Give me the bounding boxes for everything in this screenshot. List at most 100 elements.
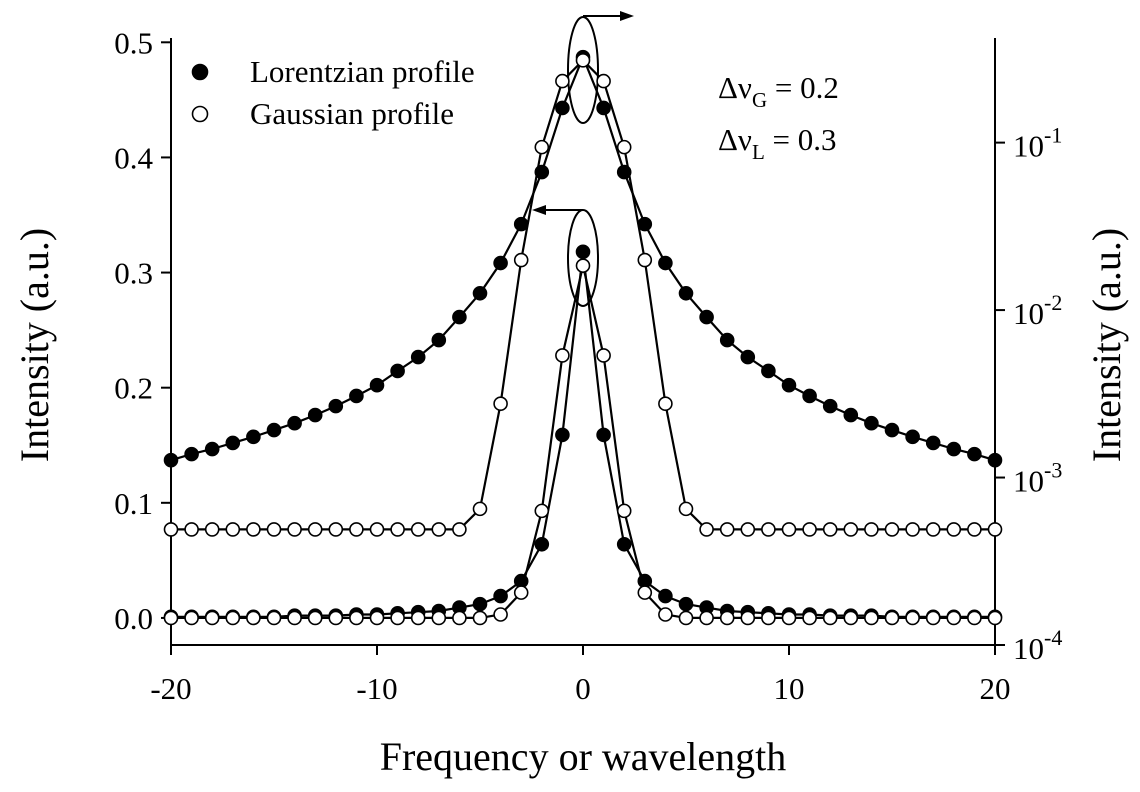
marker xyxy=(740,610,756,626)
marker xyxy=(163,452,179,468)
marker xyxy=(266,522,282,537)
y2-axis-title: Intensity (a.u.) xyxy=(1084,228,1129,462)
tick-base: 10 xyxy=(1013,129,1044,164)
marker xyxy=(575,258,591,273)
y-tick-label: 0.3 xyxy=(114,256,153,291)
marker xyxy=(410,349,426,365)
marker xyxy=(905,522,920,537)
marker xyxy=(266,422,282,438)
marker xyxy=(699,610,714,626)
marker xyxy=(534,139,550,155)
marker xyxy=(555,100,570,116)
marker xyxy=(410,522,426,537)
marker xyxy=(843,522,859,537)
tick-exponent: -1 xyxy=(1044,123,1062,148)
marker xyxy=(925,435,941,451)
marker xyxy=(534,503,550,519)
y-tick-label: 0.4 xyxy=(114,140,153,175)
arrow-head xyxy=(620,11,634,21)
tick-base: 10 xyxy=(1013,296,1044,331)
marker xyxy=(452,309,467,325)
x-tick-label: 10 xyxy=(774,671,805,706)
marker xyxy=(390,363,405,379)
annotation: ΔνG = 0.2 xyxy=(718,70,839,112)
marker xyxy=(637,252,653,268)
marker xyxy=(781,610,797,626)
marker xyxy=(575,53,591,68)
marker xyxy=(390,610,405,626)
marker xyxy=(472,501,488,517)
marker xyxy=(493,588,508,604)
marker xyxy=(884,522,900,537)
marker xyxy=(616,139,632,155)
marker xyxy=(678,501,694,517)
marker xyxy=(452,610,467,626)
marker xyxy=(678,285,694,301)
marker xyxy=(349,610,364,626)
marker xyxy=(637,585,653,600)
tick-exponent: -3 xyxy=(1044,458,1062,483)
marker xyxy=(575,244,591,260)
marker xyxy=(555,348,570,363)
marker xyxy=(843,610,859,626)
marker xyxy=(658,396,673,412)
marker xyxy=(802,522,817,537)
marker xyxy=(369,377,385,393)
marker xyxy=(184,610,199,626)
y-axis-title: Intensity (a.u.) xyxy=(12,228,57,462)
y-tick-label: 0.2 xyxy=(114,371,153,406)
legend-label: Lorentzian profile xyxy=(250,54,475,89)
annotation-shapes xyxy=(532,11,634,307)
marker xyxy=(884,422,900,438)
marker xyxy=(719,610,735,626)
legend-label: Gaussian profile xyxy=(250,96,454,131)
marker xyxy=(204,522,220,537)
marker xyxy=(287,610,302,626)
y-tick-label: 0.5 xyxy=(114,25,153,60)
y2-tick-label: 10-4 xyxy=(1013,625,1062,666)
marker xyxy=(534,164,550,180)
marker xyxy=(946,610,962,626)
marker xyxy=(555,73,570,89)
marker xyxy=(658,588,673,604)
marker xyxy=(328,522,344,537)
arrow-head xyxy=(532,205,546,215)
marker xyxy=(987,452,1003,468)
marker xyxy=(431,332,447,348)
marker xyxy=(925,522,941,537)
marker xyxy=(163,522,179,537)
marker xyxy=(225,522,241,537)
legend-marker xyxy=(191,105,209,123)
y2-tick-label: 10-1 xyxy=(1013,123,1062,164)
marker xyxy=(802,388,817,404)
marker xyxy=(699,309,714,325)
marker xyxy=(596,73,611,89)
y2-tick-label: 10-2 xyxy=(1013,290,1062,331)
marker xyxy=(246,610,261,626)
marker xyxy=(369,610,385,626)
marker xyxy=(307,610,323,626)
y2-tick-label: 10-3 xyxy=(1013,458,1062,499)
marker xyxy=(822,522,838,537)
x-tick-label: -20 xyxy=(150,671,191,706)
marker xyxy=(204,441,220,457)
annotation-subscript: G xyxy=(752,88,767,112)
marker xyxy=(493,255,508,271)
marker xyxy=(493,607,508,622)
marker xyxy=(266,610,282,626)
marker xyxy=(246,429,261,445)
x-tick-label: 20 xyxy=(980,671,1011,706)
marker xyxy=(761,363,776,379)
marker xyxy=(719,522,735,537)
marker xyxy=(740,349,756,365)
annotation-symbol: Δν xyxy=(718,70,752,105)
annotation-text: = 0.3 xyxy=(765,122,837,157)
marker xyxy=(369,522,385,537)
marker xyxy=(946,441,962,457)
marker xyxy=(616,536,632,552)
marker xyxy=(163,610,179,626)
marker xyxy=(184,522,199,537)
marker xyxy=(822,610,838,626)
marker xyxy=(761,522,776,537)
